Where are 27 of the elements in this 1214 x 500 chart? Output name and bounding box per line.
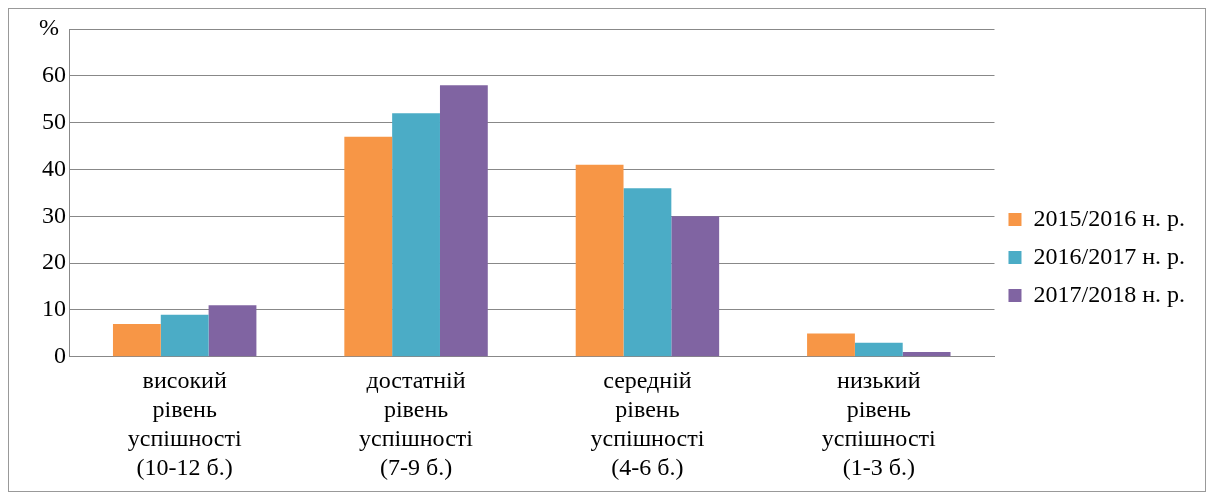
bar — [392, 113, 440, 357]
y-tick-label: 20 — [42, 248, 66, 275]
bar — [671, 216, 720, 357]
bar — [112, 324, 161, 357]
x-tick-label: середній рівень успішності (4-6 б.) — [590, 367, 705, 480]
bar — [439, 85, 488, 357]
bar — [575, 164, 624, 357]
y-tick-label: 30 — [42, 201, 66, 228]
x-tick-label: низький рівень успішності (1-3 б.) — [821, 367, 937, 480]
y-axis-title: % — [39, 14, 59, 41]
bar — [854, 342, 903, 357]
y-tick-label: 10 — [42, 295, 66, 322]
legend-label: 2017/2018 н. р. — [1033, 280, 1185, 307]
x-tick-label: достатній рівень успішності (7-9 б.) — [359, 367, 474, 480]
bar — [902, 352, 951, 357]
y-tick-label: 0 — [54, 342, 66, 369]
y-tick-label: 60 — [42, 61, 66, 88]
bar — [623, 188, 672, 357]
legend-label: 2015/2016 н. р. — [1033, 204, 1185, 231]
bar — [160, 314, 209, 357]
x-tick-label: високий рівень успішності (10-12 б.) — [127, 367, 242, 480]
bar — [208, 305, 257, 357]
bar — [807, 333, 855, 357]
legend-label: 2016/2017 н. р. — [1033, 242, 1185, 269]
y-tick-label: 40 — [42, 154, 66, 181]
y-tick-label: 50 — [42, 107, 66, 134]
bar — [344, 136, 393, 357]
